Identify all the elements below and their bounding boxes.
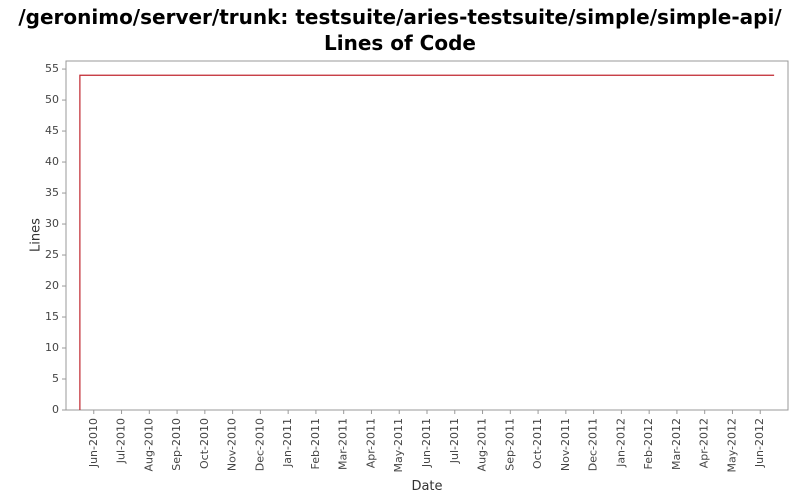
x-tick-label: Dec-2010 — [253, 418, 266, 471]
x-tick-label: May-2011 — [392, 418, 405, 473]
x-axis-title: Date — [411, 479, 442, 494]
x-tick-label: Aug-2011 — [476, 418, 489, 471]
x-tick-label: Dec-2011 — [587, 418, 600, 471]
chart-title: /geronimo/server/trunk: testsuite/aries-… — [18, 5, 782, 55]
y-tick-label: 45 — [45, 124, 59, 137]
y-tick-label: 35 — [45, 186, 59, 199]
y-tick-label: 40 — [45, 155, 59, 168]
x-tick-label: Jul-2010 — [115, 418, 128, 464]
x-tick-label: May-2012 — [725, 418, 738, 473]
x-tick-label: Jun-2010 — [87, 418, 100, 468]
x-tick-label: Jun-2011 — [420, 418, 433, 468]
x-tick-label: Jan-2011 — [281, 418, 294, 468]
x-tick-label: Jun-2012 — [753, 418, 766, 468]
y-tick-label: 15 — [45, 310, 59, 323]
y-axis-title: Lines — [29, 218, 44, 252]
x-tick-label: Feb-2011 — [309, 418, 322, 469]
x-tick-label: Sep-2011 — [503, 418, 516, 471]
x-tick-label: Oct-2011 — [531, 418, 544, 469]
x-tick-label: Jan-2012 — [614, 418, 627, 468]
x-tick-label: Mar-2011 — [337, 418, 350, 470]
y-tick-label: 0 — [52, 403, 59, 416]
y-tick-label: 30 — [45, 217, 59, 230]
plot-area — [65, 60, 789, 411]
x-tick-label: Nov-2010 — [226, 418, 239, 471]
x-tick-label: Nov-2011 — [559, 418, 572, 471]
y-tick-label: 5 — [52, 372, 59, 385]
x-tick-label: Apr-2011 — [364, 418, 377, 468]
x-tick-label: Mar-2012 — [670, 418, 683, 470]
data-line — [79, 74, 775, 410]
x-tick-label: Feb-2012 — [642, 418, 655, 469]
y-tick-label: 50 — [45, 93, 59, 106]
y-tick-label: 25 — [45, 248, 59, 261]
x-tick-label: Jul-2011 — [448, 418, 461, 464]
y-tick-label: 55 — [45, 62, 59, 75]
x-tick-label: Sep-2010 — [170, 418, 183, 471]
x-tick-label: Oct-2010 — [198, 418, 211, 469]
x-tick-label: Aug-2010 — [142, 418, 155, 471]
y-tick-label: 20 — [45, 279, 59, 292]
x-tick-label: Apr-2012 — [698, 418, 711, 468]
y-tick-label: 10 — [45, 341, 59, 354]
